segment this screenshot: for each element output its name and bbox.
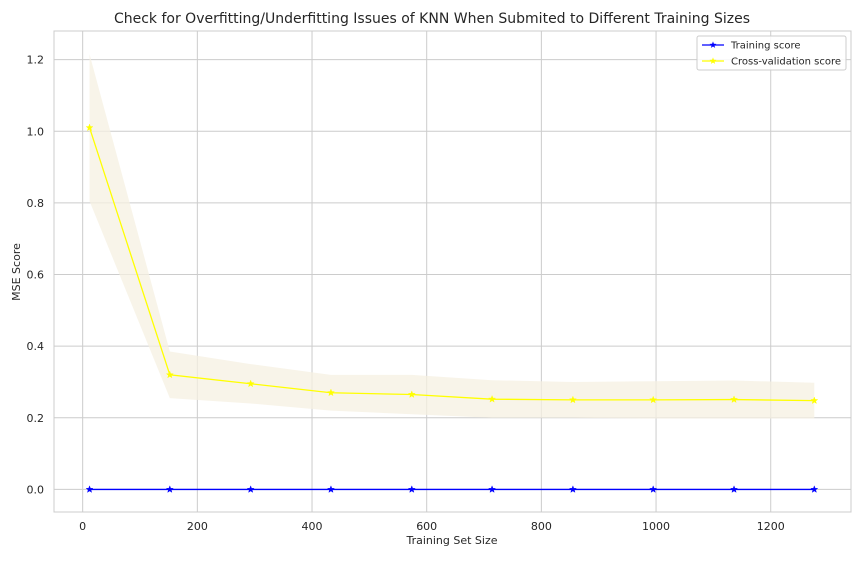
series-marker xyxy=(326,485,335,493)
series-marker xyxy=(85,485,94,493)
y-axis-label: MSE Score xyxy=(10,243,23,301)
series-marker xyxy=(407,390,416,398)
legend-marker xyxy=(709,57,717,64)
series-marker xyxy=(246,485,255,493)
series-line xyxy=(88,127,815,402)
x-tick-label: 600 xyxy=(416,520,437,533)
series-marker xyxy=(649,395,658,404)
legend-box xyxy=(696,35,847,71)
plot-frame xyxy=(53,30,852,513)
series-marker xyxy=(730,485,738,493)
series-marker xyxy=(165,485,174,493)
legend-label: Cross-validation score xyxy=(731,57,841,68)
series-marker xyxy=(85,123,94,132)
series-marker xyxy=(810,485,819,493)
series-marker xyxy=(407,485,416,493)
series-marker xyxy=(165,370,174,379)
y-tick-label: 0.4 xyxy=(27,340,45,353)
plot-area: 0 200 400 600 800 1000 1200 0.0 0.2 0.4 0.6 0.8 1.0 1… xyxy=(27,30,852,533)
y-tick-label: 0.2 xyxy=(27,412,45,425)
x-tick-label: 400 xyxy=(302,520,323,533)
y-tick-label: 0.0 xyxy=(27,483,45,496)
x-tick-label: 0 xyxy=(79,520,86,533)
legend-label: Training score xyxy=(730,41,801,52)
series-marker xyxy=(730,395,738,403)
series-marker xyxy=(568,395,577,404)
x-tick-label: 200 xyxy=(187,520,208,533)
x-tick-label: 1200 xyxy=(757,520,785,533)
series-marker xyxy=(568,485,577,493)
series-marker xyxy=(810,396,819,404)
y-tick-label: 0.6 xyxy=(27,269,45,282)
x-axis-label: Training Set Size xyxy=(405,534,497,547)
legend-marker xyxy=(709,41,717,48)
series-marker xyxy=(488,485,497,493)
x-tick-label: 1000 xyxy=(642,520,670,533)
x-tick-label: 800 xyxy=(531,520,552,533)
series-marker xyxy=(246,379,255,388)
series-marker xyxy=(649,485,658,493)
y-tick-label: 1.2 xyxy=(27,54,45,67)
y-tick-label: 0.8 xyxy=(27,197,45,210)
confidence-band xyxy=(89,54,815,419)
chart-title: Check for Overfitting/Underfitting Issue… xyxy=(114,11,750,27)
series-marker xyxy=(326,388,335,397)
y-tick-label: 1.0 xyxy=(27,125,45,138)
legend: Training score Cross-validation score xyxy=(696,35,847,71)
series-marker xyxy=(488,395,497,403)
